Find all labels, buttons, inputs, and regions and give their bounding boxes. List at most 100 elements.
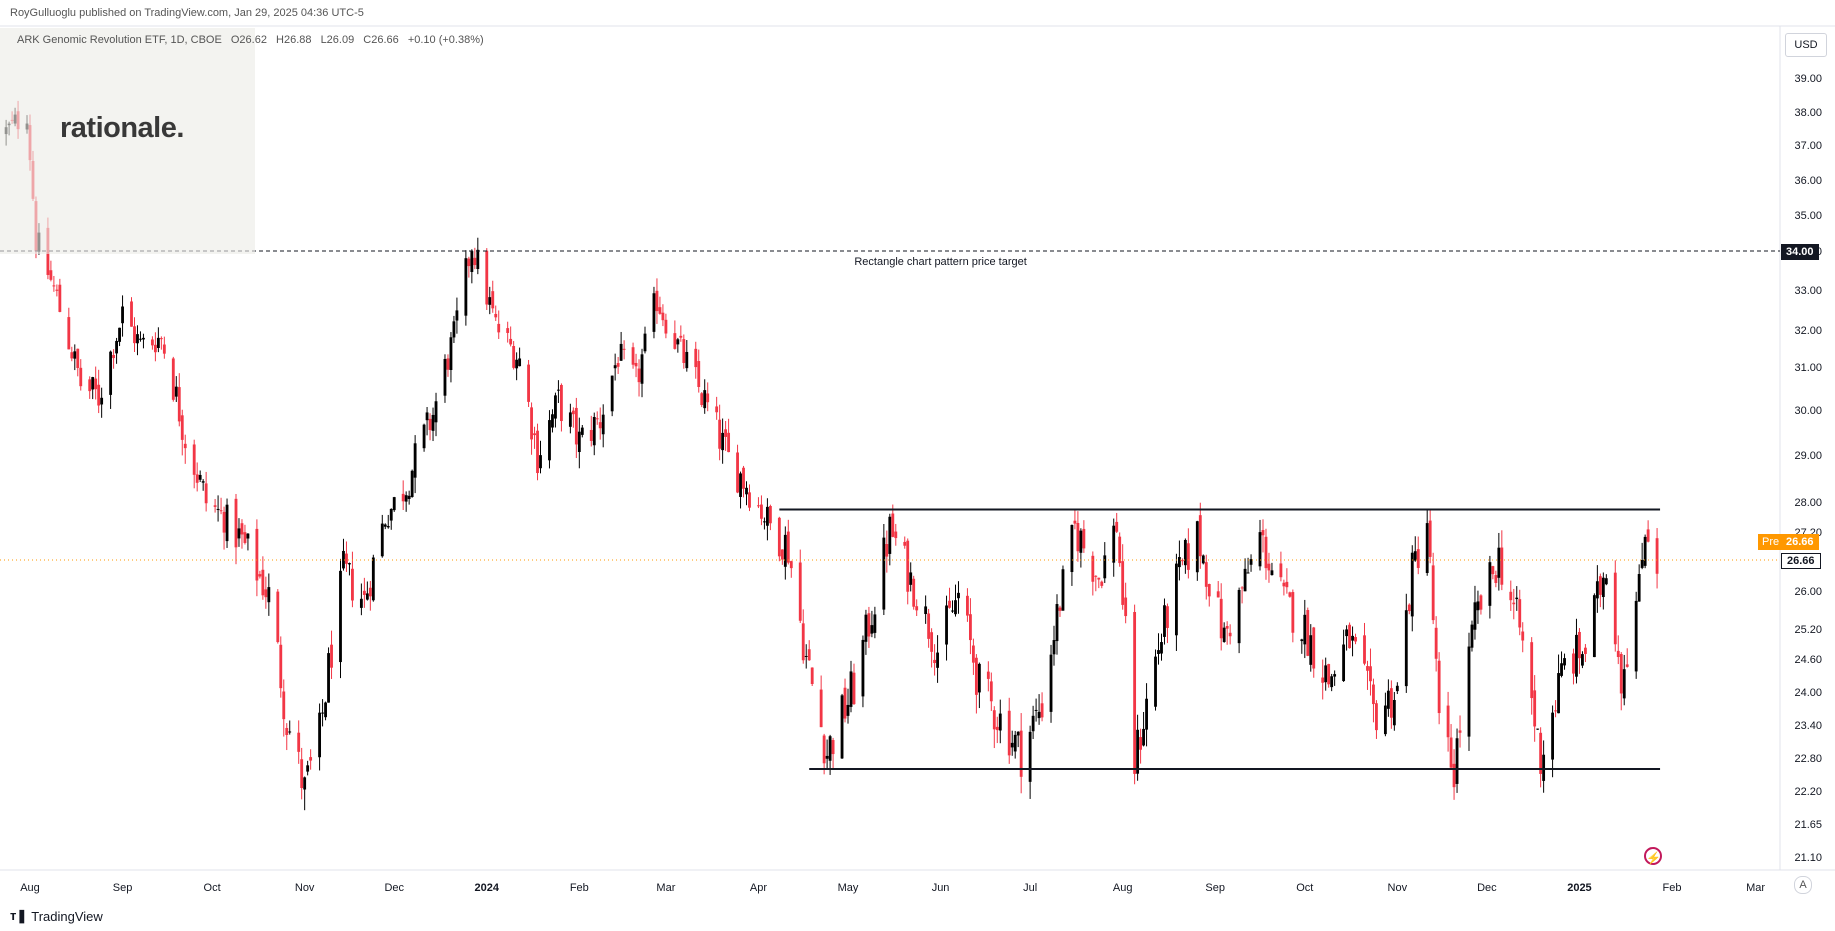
candle-body bbox=[640, 354, 644, 384]
candle-body bbox=[282, 691, 286, 720]
candle-body bbox=[1076, 523, 1080, 552]
candle-body bbox=[694, 348, 698, 368]
candle-body bbox=[518, 358, 522, 367]
candle-body bbox=[1061, 569, 1065, 611]
candle-body bbox=[974, 657, 978, 695]
candle-body bbox=[557, 389, 560, 391]
candle-body bbox=[536, 430, 539, 474]
candle-body bbox=[843, 687, 847, 719]
candle-body bbox=[115, 340, 118, 354]
candle-body bbox=[1455, 738, 1459, 784]
candle-body bbox=[777, 517, 781, 557]
candle-body bbox=[1094, 575, 1098, 577]
candle-body bbox=[1216, 591, 1220, 598]
candle-body bbox=[279, 644, 283, 689]
candle-body bbox=[765, 506, 769, 526]
candle-body bbox=[1136, 729, 1140, 774]
candle-body bbox=[136, 334, 139, 344]
price-tick-label: 35.00 bbox=[1794, 210, 1822, 222]
candle-body bbox=[933, 659, 937, 664]
candle-body bbox=[1237, 589, 1241, 644]
candle-body bbox=[383, 524, 387, 527]
candle-body bbox=[1655, 538, 1659, 574]
candle-body bbox=[1452, 763, 1456, 788]
candle-body bbox=[1309, 635, 1313, 665]
pre-market-label: Pre bbox=[1758, 534, 1784, 550]
candle-body bbox=[539, 455, 542, 469]
candle-body bbox=[240, 523, 244, 535]
price-axis: 39.0038.0037.0036.0035.0034.0033.0032.00… bbox=[1794, 73, 1822, 864]
time-tick-label: Feb bbox=[570, 882, 589, 894]
candle-body bbox=[924, 606, 928, 615]
candle-body bbox=[1389, 688, 1393, 718]
candle-body bbox=[989, 681, 993, 702]
candle-body bbox=[1228, 632, 1232, 637]
candle-body bbox=[894, 531, 898, 539]
candle-body bbox=[1473, 602, 1477, 630]
candle-body bbox=[1013, 734, 1017, 752]
candle-body bbox=[407, 495, 411, 499]
candle-body bbox=[1100, 581, 1104, 586]
candle-body bbox=[1551, 712, 1554, 760]
candle-body bbox=[348, 563, 351, 565]
candle-body bbox=[948, 600, 951, 608]
price-tick-label: 38.00 bbox=[1794, 107, 1822, 119]
candle-body bbox=[76, 348, 80, 368]
candle-body bbox=[300, 759, 304, 789]
candle-body bbox=[1240, 587, 1244, 589]
candle-body bbox=[1183, 539, 1187, 566]
candle-body bbox=[1166, 606, 1169, 628]
candle-body bbox=[1133, 611, 1137, 774]
candle-body bbox=[1601, 577, 1605, 598]
candle-body bbox=[1031, 715, 1035, 732]
candle-body bbox=[201, 481, 205, 483]
candle-body bbox=[551, 414, 554, 428]
candle-body bbox=[1306, 610, 1310, 656]
candle-body bbox=[512, 346, 516, 368]
candle-body bbox=[1479, 595, 1483, 610]
price-tick-label: 28.00 bbox=[1794, 497, 1822, 509]
candle-body bbox=[977, 663, 981, 693]
candle-body bbox=[786, 531, 790, 563]
candle-body bbox=[1019, 730, 1023, 777]
flash-icon[interactable]: ⚡ bbox=[1644, 847, 1662, 865]
candle-body bbox=[222, 511, 226, 533]
candle-body bbox=[807, 649, 811, 661]
candle-body bbox=[494, 313, 498, 318]
candle-body bbox=[1616, 650, 1620, 658]
candle-body bbox=[213, 505, 217, 507]
candle-body bbox=[58, 284, 62, 312]
candle-body bbox=[748, 492, 751, 508]
candle-body bbox=[1470, 624, 1474, 648]
auto-scale-button[interactable]: A bbox=[1794, 876, 1812, 894]
candle-body bbox=[598, 422, 602, 429]
candle-body bbox=[509, 338, 513, 345]
candle-body bbox=[1515, 597, 1519, 600]
time-tick-label: Nov bbox=[1388, 882, 1408, 894]
candle-body bbox=[903, 541, 907, 546]
candle-body bbox=[810, 667, 814, 684]
time-tick-label: Sep bbox=[113, 882, 133, 894]
candle-body bbox=[1404, 610, 1408, 687]
candle-body bbox=[1055, 604, 1059, 642]
candle-body bbox=[174, 386, 178, 397]
time-tick-label: Apr bbox=[750, 882, 767, 894]
candle-body bbox=[288, 731, 292, 733]
candle-body bbox=[449, 337, 453, 370]
watermark-panel bbox=[0, 28, 255, 254]
candle-body bbox=[622, 348, 626, 350]
candle-body bbox=[1160, 642, 1163, 654]
candle-body bbox=[1625, 664, 1629, 667]
candle-body bbox=[1300, 639, 1304, 642]
candle-body bbox=[422, 424, 426, 449]
currency-button[interactable]: USD bbox=[1785, 33, 1827, 57]
time-tick-label: Sep bbox=[1205, 882, 1225, 894]
candle-body bbox=[1112, 525, 1116, 563]
candle-body bbox=[1595, 581, 1599, 599]
candle-body bbox=[1195, 521, 1199, 573]
candle-body bbox=[234, 498, 238, 548]
time-tick-label: Oct bbox=[1296, 882, 1313, 894]
price-tick-label: 21.10 bbox=[1794, 852, 1822, 864]
time-tick-label: Jun bbox=[932, 882, 950, 894]
